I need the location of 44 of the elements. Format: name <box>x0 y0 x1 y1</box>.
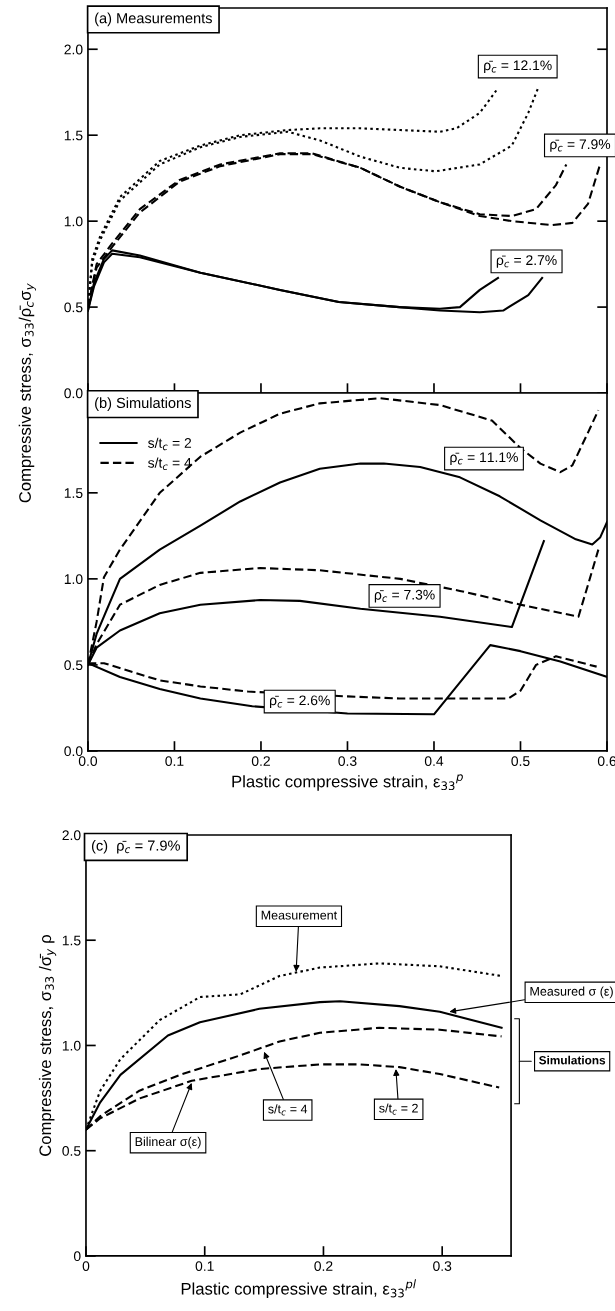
annotation: ρ̄$_{c}$ = 7.3% <box>374 589 435 603</box>
text: Simulations <box>539 1055 606 1065</box>
annotation: Measured σ (ε) <box>530 986 613 999</box>
annotation: ρ̄$_{c}$ = 2.7% <box>496 255 557 268</box>
annotation: s/t$_{c}$ = 4 <box>268 1104 308 1116</box>
x-tick-label: 0.2 <box>314 1261 333 1271</box>
x-tick-label: 0.3 <box>433 1261 452 1271</box>
annotation: ρ̄$_{c}$ = 12.1% <box>484 60 552 73</box>
x-tick-label: 0.0 <box>78 756 98 766</box>
legend-label: s/t$_{c}$ = 2 <box>148 437 192 451</box>
annotation: ρ̄$_{c}$ = 2.6% <box>269 695 330 708</box>
y-tick-label: 2.0 <box>62 830 81 841</box>
y-tick-label: 1.5 <box>64 130 83 141</box>
y-tick-label: 0.5 <box>64 660 83 671</box>
x-tick-label: 0 <box>82 1261 90 1271</box>
x-tick-label: 0.1 <box>165 756 184 766</box>
annotation: ρ̄$_{c}$ = 7.9% <box>550 139 611 152</box>
y-axis-title: Compressive stress, σ$_{33}$/ρ̄$_{c}$σ$_{y}$ <box>18 283 36 503</box>
chart-title: (b) Simulations <box>95 397 191 411</box>
y-tick-label: 1.0 <box>64 216 83 227</box>
x-axis-title: Plastic compressive strain, ε$_{33}$$^{pl}$ <box>181 1279 416 1299</box>
annotation: ρ̄$_{c}$ = 11.1% <box>450 452 518 465</box>
y-tick-label: 1.5 <box>62 935 81 946</box>
y-tick-label: 1.0 <box>64 574 83 585</box>
y-tick-label: 0 <box>73 1251 81 1262</box>
x-tick-label: 0.2 <box>251 756 270 766</box>
chart-title: (c) ρ̄$_{c}$ = 7.9% <box>91 840 180 854</box>
x-tick-label: 0.3 <box>338 756 357 766</box>
y-axis-title: Compressive stress, σ$_{33}$ /σ̄$_{y}$ ρ <box>38 934 57 1156</box>
x-tick-label: 0.1 <box>195 1261 214 1271</box>
chart-title: (a) Measurements <box>95 12 212 27</box>
annotation: Measurement <box>261 910 338 920</box>
y-tick-label: 0.5 <box>62 1146 81 1156</box>
y-tick-label: 2.0 <box>64 44 83 55</box>
x-tick-label: 0.5 <box>511 756 530 766</box>
y-tick-label: 0.0 <box>64 746 83 757</box>
y-tick-label: 1.5 <box>64 488 83 499</box>
x-axis-title: Plastic compressive strain, ε$_{33}$$^{p}$ <box>232 774 463 791</box>
y-tick-label: 0.0 <box>64 388 83 399</box>
annotation: Bilinear σ(ε) <box>135 1136 201 1149</box>
y-tick-label: 0.5 <box>64 302 83 313</box>
y-tick-label: 1.0 <box>62 1040 81 1051</box>
x-tick-label: 0.4 <box>424 756 444 766</box>
annotation: s/t$_{c}$ = 2 <box>379 1103 418 1115</box>
